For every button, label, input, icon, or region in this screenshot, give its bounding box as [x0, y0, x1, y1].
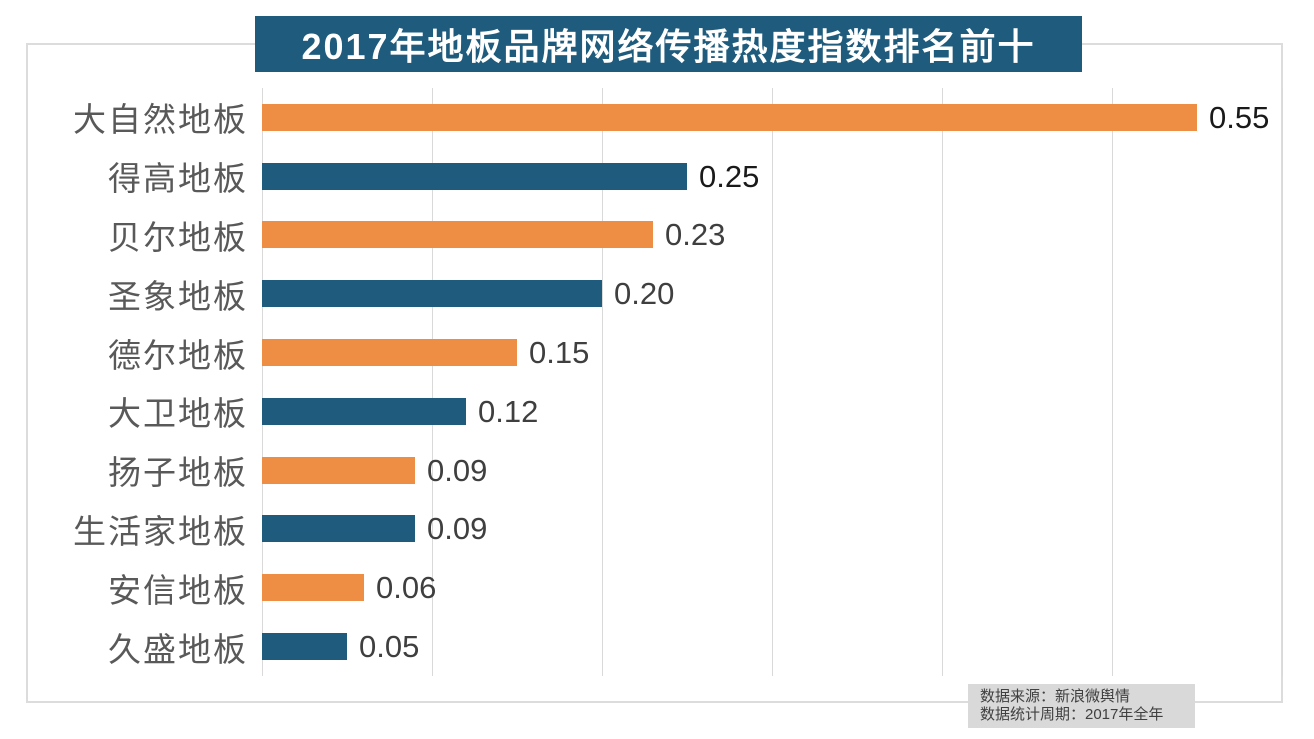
- bar-row: 0.25: [262, 147, 1282, 206]
- bar: [262, 397, 466, 425]
- bar-row: 0.15: [262, 323, 1282, 382]
- value-label: 0.06: [376, 570, 437, 606]
- bar: [262, 339, 517, 367]
- category-label: 大自然地板: [73, 101, 248, 139]
- value-label: 0.05: [359, 629, 420, 665]
- value-label: 0.09: [427, 452, 488, 488]
- bar-row: 0.55: [262, 88, 1282, 147]
- chart-title: 2017年地板品牌网络传播热度指数排名前十: [301, 26, 1036, 67]
- y-axis-line: [262, 88, 263, 676]
- value-label: 0.55: [1209, 99, 1270, 135]
- bar-row: 0.09: [262, 441, 1282, 500]
- gridline: [602, 88, 603, 676]
- category-label: 得高地板: [108, 160, 248, 198]
- bar-row: 0.20: [262, 264, 1282, 323]
- chart-title-banner: 2017年地板品牌网络传播热度指数排名前十: [255, 16, 1082, 72]
- bar-row: 0.23: [262, 206, 1282, 265]
- category-label: 大卫地板: [108, 395, 248, 433]
- source-line: 数据来源：新浪微舆情: [980, 688, 1131, 705]
- bar: [262, 574, 364, 602]
- category-label: 圣象地板: [108, 277, 248, 315]
- plot-area: 0.55 0.25 0.23 0.20 0.15 0.12 0.09 0.09 0.06 0.05: [262, 88, 1283, 676]
- gridline: [772, 88, 773, 676]
- category-label: 贝尔地板: [108, 218, 248, 256]
- gridline: [1282, 88, 1283, 676]
- bar-row: 0.05: [262, 617, 1282, 676]
- value-label: 0.15: [529, 335, 590, 371]
- category-labels-column: 大自然地板得高地板贝尔地板圣象地板德尔地板大卫地板扬子地板生活家地板安信地板久盛…: [0, 88, 248, 676]
- bar-row: 0.09: [262, 500, 1282, 559]
- gridline: [942, 88, 943, 676]
- category-label: 扬子地板: [108, 454, 248, 492]
- category-label: 久盛地板: [108, 630, 248, 668]
- value-label: 0.23: [665, 217, 726, 253]
- bar: [262, 456, 415, 484]
- bar: [262, 280, 602, 308]
- bar: [262, 633, 347, 661]
- gridline: [432, 88, 433, 676]
- value-label: 0.20: [614, 276, 675, 312]
- category-label: 安信地板: [108, 571, 248, 609]
- gridline: [1112, 88, 1113, 676]
- value-label: 0.12: [478, 393, 539, 429]
- bar: [262, 103, 1197, 131]
- bar: [262, 221, 653, 249]
- bar-row: 0.06: [262, 558, 1282, 617]
- category-label: 德尔地板: [108, 336, 248, 374]
- chart-border-frame: [26, 43, 1283, 703]
- period-line: 数据统计周期：2017年全年: [980, 706, 1164, 723]
- bar-row: 0.12: [262, 382, 1282, 441]
- bar: [262, 515, 415, 543]
- value-label: 0.09: [427, 511, 488, 547]
- bar: [262, 162, 687, 190]
- value-label: 0.25: [699, 158, 760, 194]
- category-label: 生活家地板: [73, 512, 248, 550]
- source-note-box: 数据来源：新浪微舆情 数据统计周期：2017年全年: [968, 684, 1195, 728]
